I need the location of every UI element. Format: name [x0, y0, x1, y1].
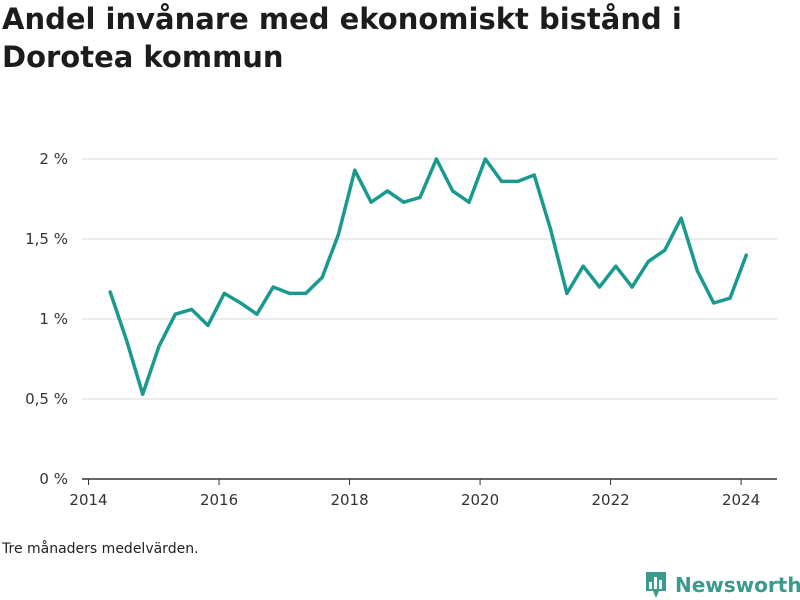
data-point [222, 291, 226, 295]
data-point [434, 157, 438, 161]
data-point [320, 275, 324, 279]
grid-lines [82, 158, 777, 400]
y-tick-label: 1,5 % [25, 230, 68, 248]
data-point [614, 264, 618, 268]
data-point [190, 307, 194, 311]
data-point [679, 216, 683, 220]
x-tick-label: 2020 [461, 491, 499, 509]
brand-name: Newsworthy [675, 573, 800, 597]
data-point [271, 285, 275, 289]
data-point [630, 285, 634, 289]
data-point [646, 259, 651, 263]
data-point [173, 312, 177, 316]
x-tick-label: 2014 [69, 491, 107, 509]
footnote: Tre månaders medelvärden. [2, 541, 199, 557]
data-point [287, 291, 292, 295]
series-line [108, 157, 748, 396]
data-point [467, 200, 471, 204]
data-point [728, 296, 732, 300]
data-point [663, 248, 667, 252]
y-tick-label: 0 % [39, 470, 68, 488]
newsworthy-logo-icon [646, 572, 666, 598]
y-tick-label: 2 % [39, 150, 68, 168]
y-tick-label: 0,5 % [25, 390, 68, 408]
data-point [451, 189, 455, 193]
x-tick-label: 2022 [591, 491, 629, 509]
data-point [336, 232, 341, 236]
data-point [255, 312, 259, 316]
data-point [548, 227, 553, 231]
data-point [565, 291, 569, 295]
x-tick-label: 2018 [330, 491, 368, 509]
data-point [353, 168, 357, 172]
y-axis-ticks: 0 % 0,5 % 1 % 1,5 % 2 % [25, 150, 68, 488]
data-point [695, 269, 699, 273]
data-point [238, 301, 243, 305]
data-point [141, 392, 145, 396]
data-point [402, 200, 406, 204]
data-point [304, 291, 308, 295]
data-point [385, 189, 390, 193]
chart-title: Andel invånare med ekonomiskt bistånd i … [2, 2, 682, 74]
data-point [206, 323, 210, 327]
data-point [108, 290, 112, 294]
data-point [418, 195, 422, 199]
data-point [744, 253, 748, 257]
data-point [597, 285, 602, 289]
data-point [712, 301, 716, 305]
y-tick-label: 1 % [39, 310, 68, 328]
data-point [483, 157, 487, 161]
data-point [581, 264, 585, 268]
newsworthy-logo[interactable]: Newsworthy [644, 570, 800, 600]
x-tick-label: 2016 [200, 491, 238, 509]
data-point [500, 179, 504, 183]
series-group [108, 157, 748, 396]
data-point [157, 344, 161, 348]
x-tick-label: 2024 [722, 491, 760, 509]
data-point [124, 338, 128, 342]
x-axis: 2014 2016 2018 2020 2022 2024 [69, 478, 777, 509]
data-point [532, 173, 536, 177]
data-point [369, 200, 373, 204]
data-point [516, 179, 520, 183]
